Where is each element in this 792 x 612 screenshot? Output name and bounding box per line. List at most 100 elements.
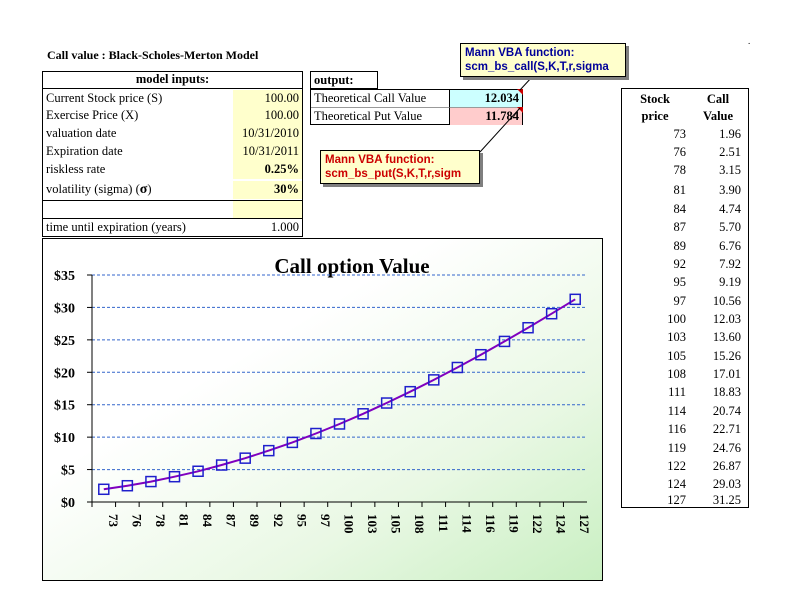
put-callout-line2: scm_bs_put(S,K,T,r,sigm xyxy=(325,168,462,180)
put-comment-marker xyxy=(517,107,523,113)
stock-price-cell: 114 xyxy=(667,404,686,418)
call-callout-line2: scm_bs_call(S,K,T,r,sigma xyxy=(465,61,609,73)
data-point xyxy=(121,479,134,492)
price-header-line2: price xyxy=(641,109,669,123)
input-valuation-date[interactable]: 10/31/2010 xyxy=(233,125,302,143)
call-value-table-cell: 22.71 xyxy=(712,422,741,436)
input-volatility[interactable]: 30% xyxy=(233,181,302,199)
x-tick-label: 89 xyxy=(247,514,262,528)
stock-price-cell: 127 xyxy=(667,493,686,507)
data-point xyxy=(286,436,299,449)
stock-price-cell: 84 xyxy=(673,202,687,216)
time-until-expiration-value: 1.000 xyxy=(270,220,299,234)
put-value-label: Theoretical Put Value xyxy=(311,107,449,125)
x-tick-label: 105 xyxy=(389,514,404,534)
data-point xyxy=(498,335,511,348)
x-tick-label: 92 xyxy=(271,514,286,527)
x-tick-label: 114 xyxy=(459,514,474,533)
data-point xyxy=(215,459,228,471)
time-until-expiration-label: time until expiration (years) xyxy=(46,220,186,234)
data-point xyxy=(263,444,275,457)
stock-price-cell: 116 xyxy=(667,422,686,436)
data-point xyxy=(357,408,369,420)
series-line xyxy=(103,298,576,491)
input-expiration-date[interactable]: 10/31/2011 xyxy=(233,143,302,161)
x-tick-label: 111 xyxy=(436,514,451,532)
y-tick-label: $0 xyxy=(61,496,75,511)
call-value-table-cell: 26.87 xyxy=(712,459,741,473)
x-tick-label: 87 xyxy=(224,514,239,528)
call-value-table-cell: 4.74 xyxy=(719,202,741,216)
price-header-line1: Stock xyxy=(640,92,670,106)
stock-price-cell: 103 xyxy=(667,330,686,344)
x-tick-label: 103 xyxy=(365,514,380,534)
inputs-divider xyxy=(42,200,303,201)
data-point xyxy=(239,452,251,464)
y-tick-label: $10 xyxy=(54,431,75,446)
stock-price-cell: 122 xyxy=(667,459,686,473)
y-tick-label: $35 xyxy=(54,269,75,284)
call-value-table-cell: 5.70 xyxy=(719,220,741,234)
call-header-line1: Call xyxy=(706,92,730,106)
input-riskless-rate[interactable]: 0.25% xyxy=(233,161,302,179)
data-point xyxy=(145,475,157,488)
corner-mark: . xyxy=(748,36,751,46)
call-value-table-cell: 13.60 xyxy=(712,330,741,344)
inputs-divider-2 xyxy=(42,218,303,219)
call-value-table-cell: 1.96 xyxy=(719,127,741,141)
call-value-table-cell: 29.03 xyxy=(712,477,741,491)
data-point xyxy=(428,374,440,386)
sigma-symbol: σ xyxy=(139,182,148,197)
model-inputs-header: model inputs: xyxy=(42,71,303,89)
put-value-cell[interactable]: 11.784 xyxy=(449,107,522,125)
data-point xyxy=(404,385,416,398)
stock-price-cell: 124 xyxy=(667,477,686,491)
data-point xyxy=(380,397,393,409)
call-value-table-cell: 24.76 xyxy=(712,441,741,455)
input-label-exercise-price: Exercise Price (X) xyxy=(46,108,139,122)
call-value-table-cell: 9.19 xyxy=(719,275,741,289)
input-label-volatility: volatility (sigma) (σ) xyxy=(43,180,233,200)
output-header: output: xyxy=(310,71,378,89)
stock-price-cell: 89 xyxy=(673,239,687,253)
stock-price-cell: 97 xyxy=(673,294,687,308)
stock-price-cell: 105 xyxy=(667,349,686,363)
call-value-table-cell: 7.92 xyxy=(719,257,741,271)
call-value-table-cell: 18.83 xyxy=(712,385,741,399)
input-exercise-price[interactable]: 100.00 xyxy=(233,107,302,125)
data-point xyxy=(310,427,322,440)
x-tick-label: 119 xyxy=(507,514,522,533)
input-empty-cell[interactable] xyxy=(233,201,302,218)
call-value-label: Theoretical Call Value xyxy=(314,91,427,105)
call-value-table-cell: 17.01 xyxy=(712,367,741,381)
x-tick-label: 97 xyxy=(318,514,333,528)
input-stock-price[interactable]: 100.00 xyxy=(233,90,302,108)
stock-price-cell: 73 xyxy=(673,127,687,141)
stock-price-cell: 119 xyxy=(667,441,686,455)
data-point xyxy=(168,470,181,483)
x-tick-label: 73 xyxy=(106,514,121,528)
call-comment-marker xyxy=(517,89,523,95)
stock-price-cell: 81 xyxy=(673,183,687,197)
data-point xyxy=(475,348,487,361)
call-value-table-cell: 2.51 xyxy=(719,145,741,159)
stock-price-cell: 78 xyxy=(673,163,687,177)
data-point xyxy=(333,418,346,430)
put-callout-leader xyxy=(479,107,521,153)
call-value-table-cell: 3.15 xyxy=(719,163,741,177)
input-label-stock-price: Current Stock price (S) xyxy=(46,91,163,105)
stock-price-cell: 76 xyxy=(673,145,687,159)
x-tick-label: 124 xyxy=(554,514,569,534)
x-tick-label: 127 xyxy=(577,514,592,534)
chart-area[interactable] xyxy=(42,238,603,581)
y-tick-label: $5 xyxy=(61,464,75,479)
data-point xyxy=(569,293,581,306)
stock-price-cell: 92 xyxy=(673,257,687,271)
x-tick-label: 108 xyxy=(412,514,427,534)
call-value-table-cell: 10.56 xyxy=(712,294,741,308)
call-value-cell[interactable]: 12.034 xyxy=(449,90,522,108)
volatility-label-end: ) xyxy=(147,182,152,196)
put-callout-line1: Mann VBA function: xyxy=(325,154,435,166)
